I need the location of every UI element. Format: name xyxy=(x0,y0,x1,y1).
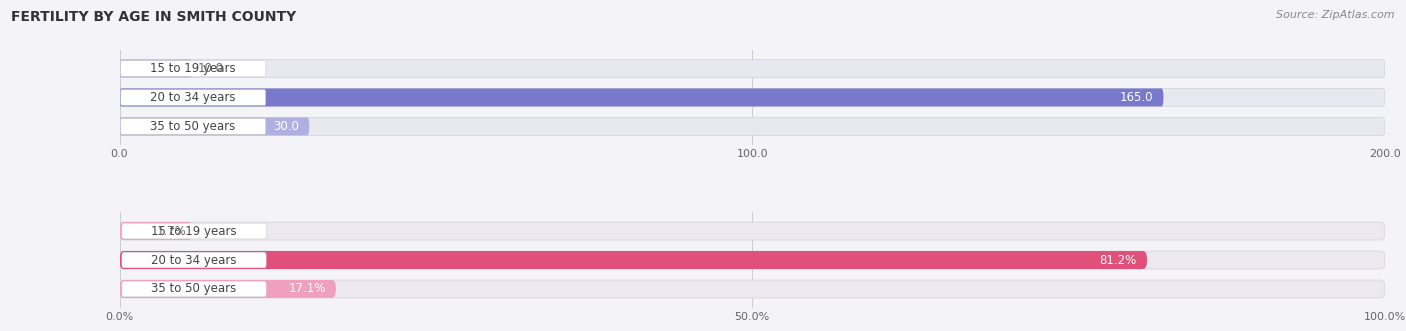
FancyBboxPatch shape xyxy=(120,118,309,135)
Text: 1.7%: 1.7% xyxy=(156,224,186,238)
FancyBboxPatch shape xyxy=(120,60,193,77)
Text: 15 to 19 years: 15 to 19 years xyxy=(150,62,236,75)
FancyBboxPatch shape xyxy=(120,222,1385,240)
Text: 165.0: 165.0 xyxy=(1119,91,1153,104)
FancyBboxPatch shape xyxy=(122,252,266,268)
FancyBboxPatch shape xyxy=(120,88,1164,107)
FancyBboxPatch shape xyxy=(120,60,1385,77)
Text: 17.1%: 17.1% xyxy=(288,282,326,296)
FancyBboxPatch shape xyxy=(122,281,266,297)
Text: 81.2%: 81.2% xyxy=(1099,254,1137,266)
FancyBboxPatch shape xyxy=(120,280,336,298)
FancyBboxPatch shape xyxy=(120,222,193,240)
FancyBboxPatch shape xyxy=(120,88,1385,107)
FancyBboxPatch shape xyxy=(121,90,266,105)
Text: 10.0: 10.0 xyxy=(198,62,224,75)
Text: FERTILITY BY AGE IN SMITH COUNTY: FERTILITY BY AGE IN SMITH COUNTY xyxy=(11,10,297,24)
Text: 15 to 19 years: 15 to 19 years xyxy=(150,224,236,238)
Text: 30.0: 30.0 xyxy=(273,120,299,133)
FancyBboxPatch shape xyxy=(121,61,266,76)
FancyBboxPatch shape xyxy=(120,118,1385,135)
Text: 35 to 50 years: 35 to 50 years xyxy=(150,282,236,296)
Text: 35 to 50 years: 35 to 50 years xyxy=(150,120,235,133)
FancyBboxPatch shape xyxy=(120,251,1385,269)
Text: 20 to 34 years: 20 to 34 years xyxy=(150,254,236,266)
Text: Source: ZipAtlas.com: Source: ZipAtlas.com xyxy=(1277,10,1395,20)
Text: 20 to 34 years: 20 to 34 years xyxy=(150,91,236,104)
FancyBboxPatch shape xyxy=(122,223,266,239)
FancyBboxPatch shape xyxy=(120,280,1385,298)
FancyBboxPatch shape xyxy=(120,251,1147,269)
FancyBboxPatch shape xyxy=(121,118,266,134)
